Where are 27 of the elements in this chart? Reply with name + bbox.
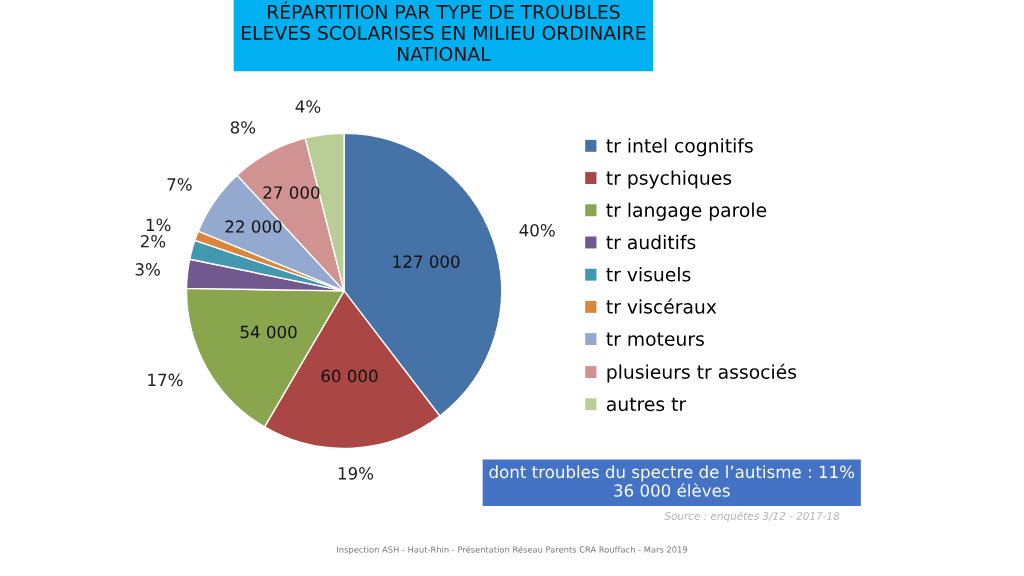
data-label: 7% — [167, 178, 192, 191]
data-label: 19% — [338, 467, 374, 480]
text: dont troubles du spectre de l’autisme : 11% 36 000 élèves — [489, 465, 855, 497]
text: 22 000 — [225, 220, 282, 233]
data-label: 2% — [140, 234, 166, 248]
text: Inspection ASH - Haut-Rhin - Présentation Réseau Parents CRA Rouffach - Mars 2019 — [337, 545, 688, 555]
legend-label: plusieurs tr associés — [607, 363, 797, 383]
data-label: 40% — [519, 223, 555, 237]
chart-title: RÉPARTITION PAR TYPE DE TROUBLES ELEVES SCOLARISES EN MILIEU ORDINAIRE NATIONAL — [242, 1, 646, 61]
data-label: 3% — [135, 263, 160, 276]
data-label: 17% — [148, 373, 183, 387]
legend-label: tr intel cognitifs — [606, 138, 753, 157]
data-label: 8% — [230, 121, 256, 134]
legend-label: tr langage parole — [606, 202, 767, 221]
text: 60 000 — [321, 369, 378, 383]
source-note: Source : enquêtes 3/12 - 2017-18 — [664, 511, 840, 522]
text: 127 000 — [393, 255, 460, 268]
legend-label: tr psychiques — [606, 170, 732, 189]
data-label: 1% — [146, 218, 171, 232]
data-label: 4% — [295, 100, 321, 113]
legend-label: autres tr — [606, 397, 687, 412]
legend-label: tr viscéraux — [606, 298, 717, 314]
legend-label: tr moteurs — [606, 332, 704, 346]
text: 54 000 — [240, 325, 297, 339]
text: 27 000 — [263, 186, 320, 199]
legend-label: tr visuels — [606, 267, 691, 282]
legend-label: tr auditifs — [606, 234, 696, 250]
